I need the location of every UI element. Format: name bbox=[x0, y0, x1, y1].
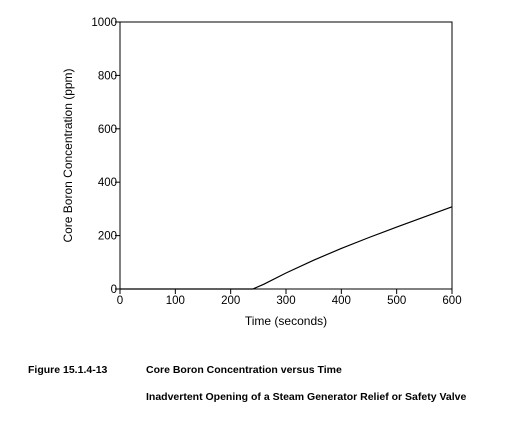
figure-subtitle: Inadvertent Opening of a Steam Generator… bbox=[146, 391, 467, 403]
chart: 0 200 400 600 800 1000 0 100 200 300 400 500 600 Ti… bbox=[61, 17, 462, 328]
x-tick-label: 300 bbox=[276, 295, 295, 307]
y-tick-label: 800 bbox=[98, 70, 117, 82]
y-axis-label: Core Boron Concentration (ppm) bbox=[61, 68, 75, 242]
series-line bbox=[120, 206, 453, 290]
y-tick-label: 200 bbox=[98, 231, 117, 243]
y-axis-ticks: 0 200 400 600 800 1000 bbox=[91, 17, 120, 296]
x-tick-label: 0 bbox=[117, 295, 123, 307]
plot-frame bbox=[119, 21, 453, 290]
figure-title: Core Boron Concentration versus Time bbox=[146, 364, 342, 376]
y-tick-label: 400 bbox=[98, 177, 117, 189]
x-tick-label: 600 bbox=[442, 295, 461, 307]
x-tick-label: 100 bbox=[166, 295, 185, 307]
x-axis-ticks: 0 100 200 300 400 500 600 bbox=[117, 289, 462, 307]
x-tick-label: 200 bbox=[221, 295, 240, 307]
x-tick-label: 500 bbox=[387, 295, 406, 307]
y-tick-label: 600 bbox=[98, 124, 117, 136]
y-tick-label: 1000 bbox=[91, 17, 117, 29]
y-tick-label: 0 bbox=[111, 284, 117, 296]
figure-number: Figure 15.1.4-13 bbox=[28, 364, 108, 376]
x-tick-label: 400 bbox=[332, 295, 351, 307]
x-axis-label: Time (seconds) bbox=[245, 314, 327, 328]
